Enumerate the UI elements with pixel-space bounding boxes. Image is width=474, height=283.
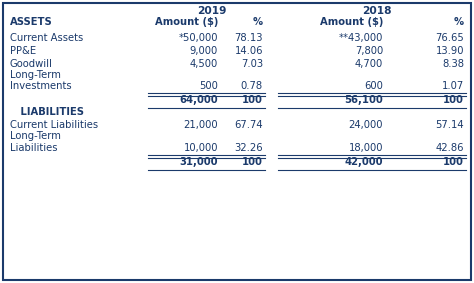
Text: 56,100: 56,100 [344,95,383,105]
Text: 18,000: 18,000 [348,143,383,153]
Text: PP&E: PP&E [10,46,36,56]
Text: 32.26: 32.26 [234,143,263,153]
Text: Liabilities: Liabilities [10,143,57,153]
FancyBboxPatch shape [3,3,471,280]
Text: 24,000: 24,000 [348,120,383,130]
Text: 8.38: 8.38 [442,59,464,69]
Text: LIABILITIES: LIABILITIES [10,107,84,117]
Text: 57.14: 57.14 [436,120,464,130]
Text: 100: 100 [242,157,263,167]
Text: 10,000: 10,000 [183,143,218,153]
Text: Goodwill: Goodwill [10,59,53,69]
Text: ASSETS: ASSETS [10,17,53,27]
Text: **43,000: **43,000 [338,33,383,43]
Text: 42.86: 42.86 [436,143,464,153]
Text: 64,000: 64,000 [179,95,218,105]
Text: 4,500: 4,500 [190,59,218,69]
Text: 600: 600 [364,81,383,91]
Text: %: % [253,17,263,27]
Text: Long-Term: Long-Term [10,131,61,141]
Text: 21,000: 21,000 [183,120,218,130]
Text: Investments: Investments [10,81,72,91]
Text: 100: 100 [242,95,263,105]
Text: 13.90: 13.90 [436,46,464,56]
Text: Long-Term: Long-Term [10,70,61,80]
Text: 78.13: 78.13 [235,33,263,43]
Text: 7.03: 7.03 [241,59,263,69]
Text: *50,000: *50,000 [179,33,218,43]
Text: 76.65: 76.65 [435,33,464,43]
Text: 2018: 2018 [362,6,392,16]
Text: 4,700: 4,700 [355,59,383,69]
Text: 100: 100 [443,95,464,105]
Text: %: % [454,17,464,27]
Text: Current Assets: Current Assets [10,33,83,43]
Text: 31,000: 31,000 [180,157,218,167]
Text: 14.06: 14.06 [235,46,263,56]
Text: 2019: 2019 [197,6,226,16]
Text: 0.78: 0.78 [241,81,263,91]
Text: 100: 100 [443,157,464,167]
Text: Current Liabilities: Current Liabilities [10,120,98,130]
Text: 1.07: 1.07 [442,81,464,91]
Text: Amount ($): Amount ($) [155,17,218,27]
Text: Amount ($): Amount ($) [319,17,383,27]
Text: 9,000: 9,000 [190,46,218,56]
Text: 7,800: 7,800 [355,46,383,56]
Text: 500: 500 [199,81,218,91]
Text: 67.74: 67.74 [234,120,263,130]
Text: 42,000: 42,000 [345,157,383,167]
